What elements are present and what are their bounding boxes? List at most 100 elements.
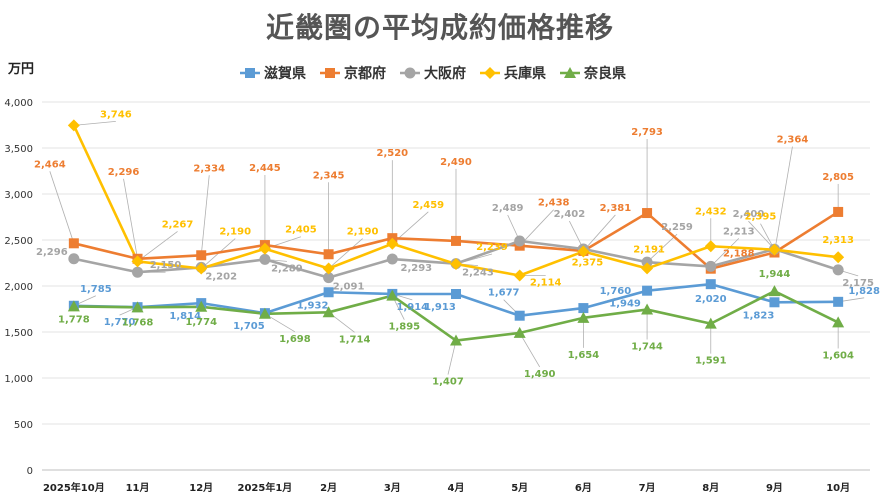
data-label: 2,793: [631, 127, 663, 138]
series-markers: [67, 119, 845, 346]
data-label: 2,190: [219, 227, 251, 238]
data-label: 2,289: [271, 263, 303, 274]
data-label: 2,805: [822, 172, 854, 183]
data-point: [832, 264, 844, 276]
y-tick-label: 1,500: [4, 328, 33, 339]
leader-line: [328, 238, 363, 269]
data-label: 1,654: [568, 350, 600, 361]
data-label: 2,464: [34, 159, 66, 170]
data-label: 2,259: [661, 222, 693, 233]
data-point: [131, 255, 144, 268]
y-tick-label: 3,000: [4, 190, 33, 201]
data-point: [577, 245, 590, 258]
data-point: [322, 306, 335, 318]
data-label: 1,604: [822, 350, 854, 361]
data-point: [196, 250, 207, 261]
data-label: 2,313: [822, 235, 854, 246]
data-label: 1,914: [396, 302, 428, 313]
legend-label: 大阪府: [424, 65, 466, 82]
data-label: 2,114: [530, 278, 562, 289]
data-label: 1,698: [279, 334, 311, 345]
x-tick-label: 2025年1月: [238, 481, 293, 494]
y-tick-label: 3,500: [4, 144, 33, 155]
leader-line: [200, 175, 210, 256]
leader-line: [583, 214, 616, 252]
data-label: 1,770: [104, 317, 136, 328]
data-point: [323, 272, 335, 284]
legend-marker: [564, 67, 576, 78]
data-point: [832, 316, 845, 328]
data-point: [68, 253, 80, 265]
data-label: 2,202: [205, 271, 237, 282]
data-label: 1,760: [600, 286, 632, 297]
data-label: 1,785: [80, 284, 112, 295]
data-label: 2,334: [193, 163, 225, 174]
x-tick-label: 2月: [320, 482, 337, 494]
data-point: [67, 119, 80, 132]
data-point: [131, 301, 144, 313]
data-label: 1,913: [424, 302, 456, 313]
data-label: 1,774: [185, 317, 217, 328]
legend-marker: [325, 68, 335, 78]
legend-marker: [404, 67, 416, 79]
data-point: [195, 300, 208, 312]
data-label: 1,778: [58, 314, 90, 325]
data-point: [769, 297, 780, 308]
data-label: 2,381: [600, 203, 632, 214]
x-tick-label: 7月: [639, 482, 656, 494]
data-point: [386, 253, 398, 265]
leader-line: [519, 209, 554, 246]
data-label: 2,191: [633, 244, 665, 255]
data-point: [450, 334, 462, 346]
data-label: 1,714: [339, 334, 371, 345]
data-label: 2,395: [745, 212, 777, 223]
data-label: 2,345: [313, 170, 345, 181]
legend-label: 滋賀県: [264, 65, 306, 82]
data-label: 1,768: [122, 317, 154, 328]
data-point: [833, 206, 844, 217]
data-label: 2,489: [492, 203, 524, 214]
leader-line: [646, 233, 678, 263]
data-label: 1,677: [488, 288, 520, 299]
data-label: 2,293: [400, 263, 432, 274]
data-label: 2,190: [347, 227, 379, 238]
data-label: 2,459: [412, 200, 444, 211]
leader-line: [519, 332, 541, 368]
data-point: [832, 251, 845, 264]
data-label: 2,364: [777, 135, 809, 146]
leader-line: [137, 231, 178, 262]
data-point: [705, 260, 717, 272]
data-label: 2,150: [150, 260, 182, 271]
data-point: [322, 262, 335, 275]
data-point: [451, 235, 461, 246]
data-label: 1,814: [169, 311, 201, 322]
data-label: 2,402: [554, 209, 586, 220]
data-point: [450, 258, 462, 271]
x-tick-label: 5月: [511, 482, 528, 494]
leader-line: [447, 340, 457, 375]
data-label: 2,445: [249, 163, 281, 174]
data-point: [514, 310, 525, 321]
data-label: 1,490: [524, 369, 556, 380]
data-label: 2,091: [333, 282, 365, 293]
y-tick-label: 2,000: [4, 282, 33, 293]
data-point: [578, 303, 589, 314]
data-point: [641, 256, 653, 268]
y-tick-label: 0: [27, 466, 33, 477]
data-point: [641, 303, 654, 315]
legend-marker: [245, 68, 255, 78]
data-label: 2,432: [695, 206, 727, 217]
data-point: [386, 237, 399, 250]
x-tick-label: 2025年10月: [43, 481, 105, 494]
leader-line: [49, 171, 75, 244]
data-label: 1,591: [695, 356, 727, 367]
data-label: 1,705: [233, 321, 265, 332]
x-tick-label: 4月: [448, 482, 465, 494]
data-point: [195, 262, 208, 275]
x-tick-label: 10月: [826, 482, 850, 494]
data-label: 2,188: [723, 249, 755, 260]
leader-line: [748, 220, 775, 250]
